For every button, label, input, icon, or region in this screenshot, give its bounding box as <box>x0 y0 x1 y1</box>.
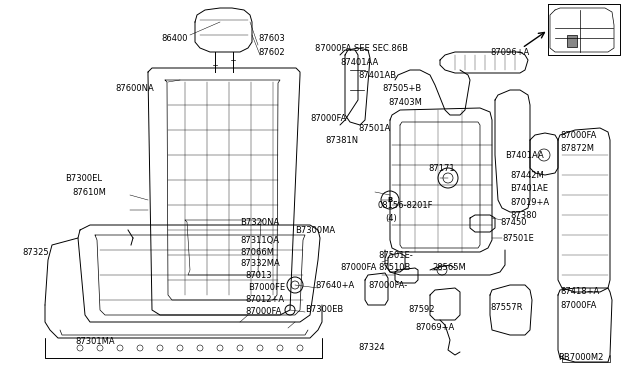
Text: B7300EL: B7300EL <box>65 173 102 183</box>
Text: B7000FE: B7000FE <box>248 283 285 292</box>
Text: 28565M: 28565M <box>432 263 466 273</box>
Text: 87603: 87603 <box>258 33 285 42</box>
Text: 87069+A: 87069+A <box>415 324 454 333</box>
Text: B7300MA: B7300MA <box>295 225 335 234</box>
Text: RB7000M2: RB7000M2 <box>558 353 604 362</box>
Text: 87600NA: 87600NA <box>115 83 154 93</box>
Text: 87012+A: 87012+A <box>245 295 284 305</box>
Text: 87096+A: 87096+A <box>490 48 529 57</box>
Text: B: B <box>387 197 392 203</box>
Text: 08156-8201F: 08156-8201F <box>378 201 433 209</box>
Text: 87501E: 87501E <box>502 234 534 243</box>
Text: 87019+A: 87019+A <box>510 198 549 206</box>
Text: 87332MA: 87332MA <box>240 260 280 269</box>
Text: 87171: 87171 <box>428 164 454 173</box>
Text: 87401AA: 87401AA <box>340 58 378 67</box>
Text: 87000FA: 87000FA <box>560 131 596 140</box>
Text: 87872M: 87872M <box>560 144 594 153</box>
Bar <box>567 35 577 47</box>
Text: 87381N: 87381N <box>325 135 358 144</box>
Text: B7401AA: B7401AA <box>505 151 544 160</box>
Text: B7320NA: B7320NA <box>240 218 279 227</box>
Text: 87592: 87592 <box>408 305 435 314</box>
Text: 87066M: 87066M <box>240 247 274 257</box>
Text: 87510B: 87510B <box>378 263 410 273</box>
Text: 87324: 87324 <box>358 343 385 353</box>
Text: 87301MA: 87301MA <box>75 337 115 346</box>
Text: (4): (4) <box>385 214 397 222</box>
Text: 87505+B: 87505+B <box>382 83 421 93</box>
Text: 87311QA: 87311QA <box>240 235 279 244</box>
Text: 87000FA: 87000FA <box>245 308 282 317</box>
Text: 87501E-: 87501E- <box>378 250 413 260</box>
Text: 87013: 87013 <box>245 272 271 280</box>
Text: 87000FA: 87000FA <box>560 301 596 310</box>
Text: B7401AE: B7401AE <box>510 183 548 192</box>
Text: 87640+A: 87640+A <box>315 282 355 291</box>
Text: 87418+A: 87418+A <box>560 288 599 296</box>
Text: 87557R: 87557R <box>490 304 522 312</box>
Text: 87380: 87380 <box>510 211 537 219</box>
Text: 87000FA: 87000FA <box>340 263 376 273</box>
Text: 87000FA-: 87000FA- <box>368 280 407 289</box>
Text: 87000FA: 87000FA <box>310 113 346 122</box>
Text: 87610M: 87610M <box>72 187 106 196</box>
Text: 87000FA SEE SEC.86B: 87000FA SEE SEC.86B <box>315 44 408 52</box>
Text: 87602: 87602 <box>258 48 285 57</box>
Text: 87442M: 87442M <box>510 170 544 180</box>
Text: 87401AB: 87401AB <box>358 71 396 80</box>
Text: 87501A: 87501A <box>358 124 390 132</box>
Text: 87403M: 87403M <box>388 97 422 106</box>
Text: B7300EB: B7300EB <box>305 305 343 314</box>
Text: 86400: 86400 <box>161 33 188 42</box>
Text: 87450: 87450 <box>500 218 527 227</box>
Text: 87325: 87325 <box>22 247 49 257</box>
